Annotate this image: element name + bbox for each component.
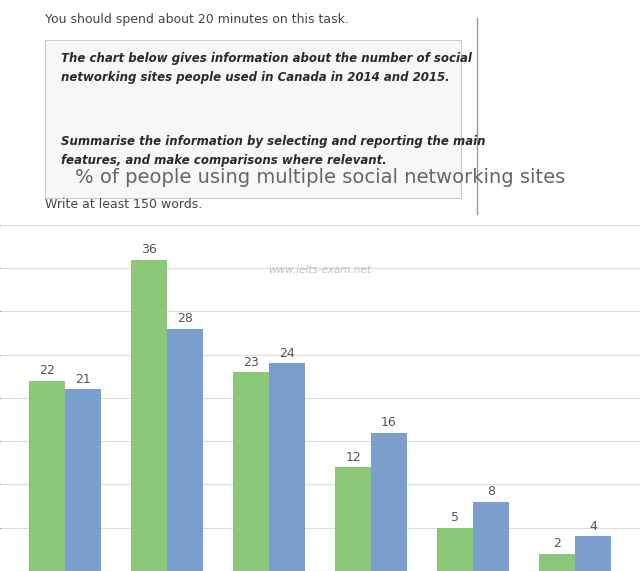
Text: 28: 28 <box>177 312 193 325</box>
Bar <box>473 502 509 571</box>
Text: 21: 21 <box>75 373 90 386</box>
Text: 36: 36 <box>141 243 157 256</box>
Bar <box>167 329 203 571</box>
Text: 8: 8 <box>487 485 495 498</box>
Bar <box>29 381 65 571</box>
Text: 5: 5 <box>451 511 460 524</box>
Text: Write at least 150 words.: Write at least 150 words. <box>45 199 202 211</box>
Bar <box>131 260 167 571</box>
Text: 2: 2 <box>554 537 561 550</box>
Text: The chart below gives information about the number of social
networking sites pe: The chart below gives information about … <box>61 52 472 84</box>
Text: You should spend about 20 minutes on this task.: You should spend about 20 minutes on thi… <box>45 14 349 26</box>
Bar <box>540 554 575 571</box>
Text: 22: 22 <box>39 364 55 377</box>
Text: 4: 4 <box>589 520 597 533</box>
Text: 24: 24 <box>279 347 294 360</box>
Text: 16: 16 <box>381 416 397 429</box>
Bar <box>371 433 407 571</box>
Bar <box>335 467 371 571</box>
Bar <box>233 372 269 571</box>
Title: % of people using multiple social networking sites: % of people using multiple social networ… <box>75 168 565 187</box>
Text: 12: 12 <box>346 451 361 464</box>
Bar <box>575 536 611 571</box>
Text: 23: 23 <box>243 356 259 368</box>
Text: Summarise the information by selecting and reporting the main
features, and make: Summarise the information by selecting a… <box>61 135 485 167</box>
Text: www.ielts-exam.net: www.ielts-exam.net <box>269 265 371 275</box>
FancyBboxPatch shape <box>45 41 461 198</box>
Bar <box>437 528 473 571</box>
Bar <box>269 363 305 571</box>
Bar <box>65 389 100 571</box>
